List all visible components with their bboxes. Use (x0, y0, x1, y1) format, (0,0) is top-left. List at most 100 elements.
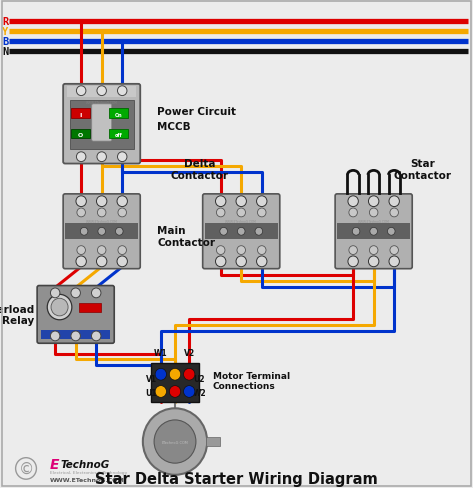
Bar (151, 364, 199, 403)
Text: Motor Terminal
Connections: Motor Terminal Connections (213, 371, 290, 390)
Circle shape (118, 246, 126, 255)
Text: WWW.ETechnoG.COM: WWW.ETechnoG.COM (358, 219, 390, 223)
Circle shape (118, 209, 126, 218)
Circle shape (348, 196, 359, 207)
Text: Star Delta Starter Wiring Diagram: Star Delta Starter Wiring Diagram (95, 470, 378, 486)
Bar (206, 437, 220, 447)
Text: WWW.ETechnoG.COM: WWW.ETechnoG.COM (225, 219, 257, 223)
Bar (71, 129, 90, 139)
Circle shape (237, 209, 245, 218)
Text: Power Circuit: Power Circuit (157, 107, 236, 117)
Circle shape (257, 209, 266, 218)
Circle shape (71, 288, 80, 298)
Bar (68, 87, 136, 98)
Circle shape (155, 386, 166, 398)
Text: E: E (50, 457, 59, 470)
Circle shape (370, 228, 377, 236)
Circle shape (97, 246, 106, 255)
Text: MCCB: MCCB (157, 122, 191, 132)
Circle shape (77, 87, 86, 97)
FancyBboxPatch shape (335, 194, 412, 269)
Circle shape (349, 209, 358, 218)
Text: WWW.ETechnoG.COM: WWW.ETechnoG.COM (50, 477, 124, 482)
Circle shape (348, 257, 359, 267)
Text: On: On (115, 113, 123, 118)
Text: N: N (2, 47, 9, 57)
Circle shape (236, 196, 246, 207)
Text: ETechnoG.COM: ETechnoG.COM (162, 440, 188, 444)
Circle shape (91, 331, 101, 341)
Circle shape (76, 196, 87, 207)
Bar (70, 102, 134, 150)
Circle shape (368, 257, 379, 267)
Circle shape (169, 368, 181, 380)
Text: U2: U2 (193, 375, 204, 384)
Circle shape (115, 228, 123, 236)
Bar (337, 224, 411, 240)
Bar (79, 304, 101, 312)
Circle shape (98, 228, 105, 236)
Circle shape (184, 386, 195, 398)
FancyBboxPatch shape (202, 194, 280, 269)
Circle shape (217, 246, 225, 255)
Circle shape (368, 196, 379, 207)
Circle shape (169, 386, 181, 398)
Circle shape (154, 420, 196, 463)
Circle shape (389, 257, 399, 267)
Bar (42, 330, 110, 339)
Bar (65, 224, 138, 240)
Text: U1: U1 (146, 388, 157, 397)
Circle shape (349, 246, 358, 255)
Text: Overload
Relay: Overload Relay (0, 304, 35, 325)
Circle shape (237, 228, 245, 236)
FancyBboxPatch shape (63, 194, 140, 269)
Bar (71, 109, 90, 119)
Text: Delta
Contactor: Delta Contactor (171, 159, 229, 181)
Circle shape (117, 196, 127, 207)
Circle shape (256, 196, 267, 207)
Text: W2: W2 (193, 388, 207, 397)
Circle shape (255, 228, 263, 236)
Circle shape (369, 246, 378, 255)
Circle shape (97, 209, 106, 218)
Text: V1: V1 (146, 375, 157, 384)
Text: V2: V2 (184, 348, 195, 357)
Circle shape (77, 246, 86, 255)
Text: O: O (78, 133, 83, 138)
Circle shape (256, 257, 267, 267)
Circle shape (217, 209, 225, 218)
Text: TechnoG: TechnoG (61, 459, 110, 468)
Circle shape (184, 368, 195, 380)
Circle shape (96, 257, 107, 267)
Circle shape (51, 331, 60, 341)
Circle shape (117, 152, 127, 162)
Circle shape (389, 196, 399, 207)
Circle shape (387, 228, 395, 236)
Circle shape (390, 246, 398, 255)
Text: WWW.ETechnoG.COM: WWW.ETechnoG.COM (86, 102, 118, 105)
Circle shape (390, 209, 398, 218)
Circle shape (77, 209, 86, 218)
Circle shape (80, 228, 88, 236)
Circle shape (76, 257, 87, 267)
Circle shape (91, 288, 101, 298)
Circle shape (117, 87, 127, 97)
Circle shape (216, 257, 226, 267)
FancyBboxPatch shape (63, 85, 140, 164)
Circle shape (220, 228, 228, 236)
Circle shape (77, 152, 86, 162)
Circle shape (257, 246, 266, 255)
Text: Y: Y (2, 27, 9, 37)
Text: B: B (2, 37, 9, 46)
Text: R: R (2, 17, 9, 27)
Circle shape (143, 408, 207, 475)
Circle shape (155, 368, 166, 380)
Bar (109, 109, 128, 119)
Circle shape (352, 228, 360, 236)
Text: Electrical, Electronics & Technology: Electrical, Electronics & Technology (50, 470, 127, 474)
Bar (109, 129, 128, 139)
Circle shape (117, 257, 127, 267)
Text: Star
Contactor: Star Contactor (393, 159, 451, 181)
Text: ©: © (18, 461, 34, 476)
Circle shape (97, 152, 106, 162)
